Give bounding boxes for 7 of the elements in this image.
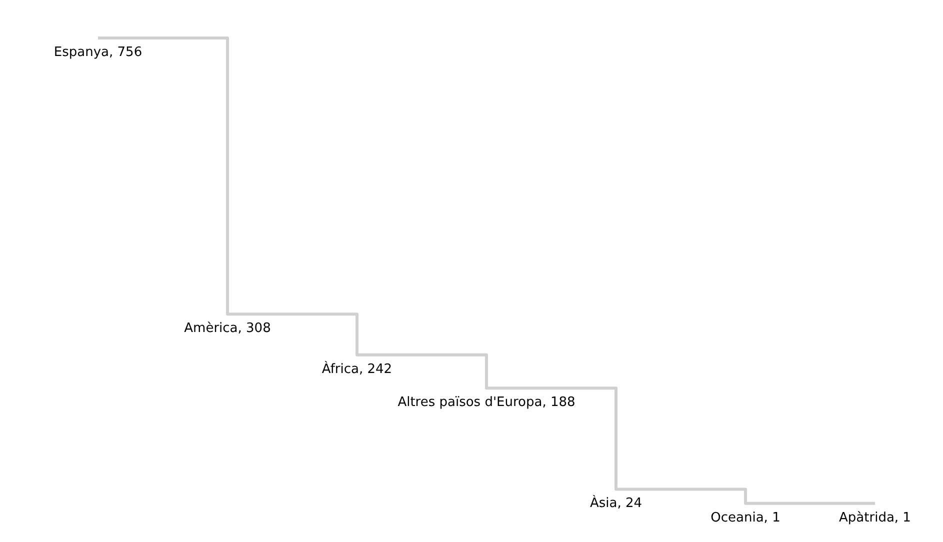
data-label: Apàtrida, 1 (839, 510, 911, 526)
data-label: Àfrica, 242 (322, 360, 392, 377)
data-label: Altres països d'Europa, 188 (398, 395, 576, 410)
data-label: Oceania, 1 (710, 510, 780, 526)
data-label: Espanya, 756 (54, 45, 142, 60)
data-label: Àsia, 24 (590, 494, 642, 512)
data-label: Amèrica, 308 (184, 321, 271, 336)
